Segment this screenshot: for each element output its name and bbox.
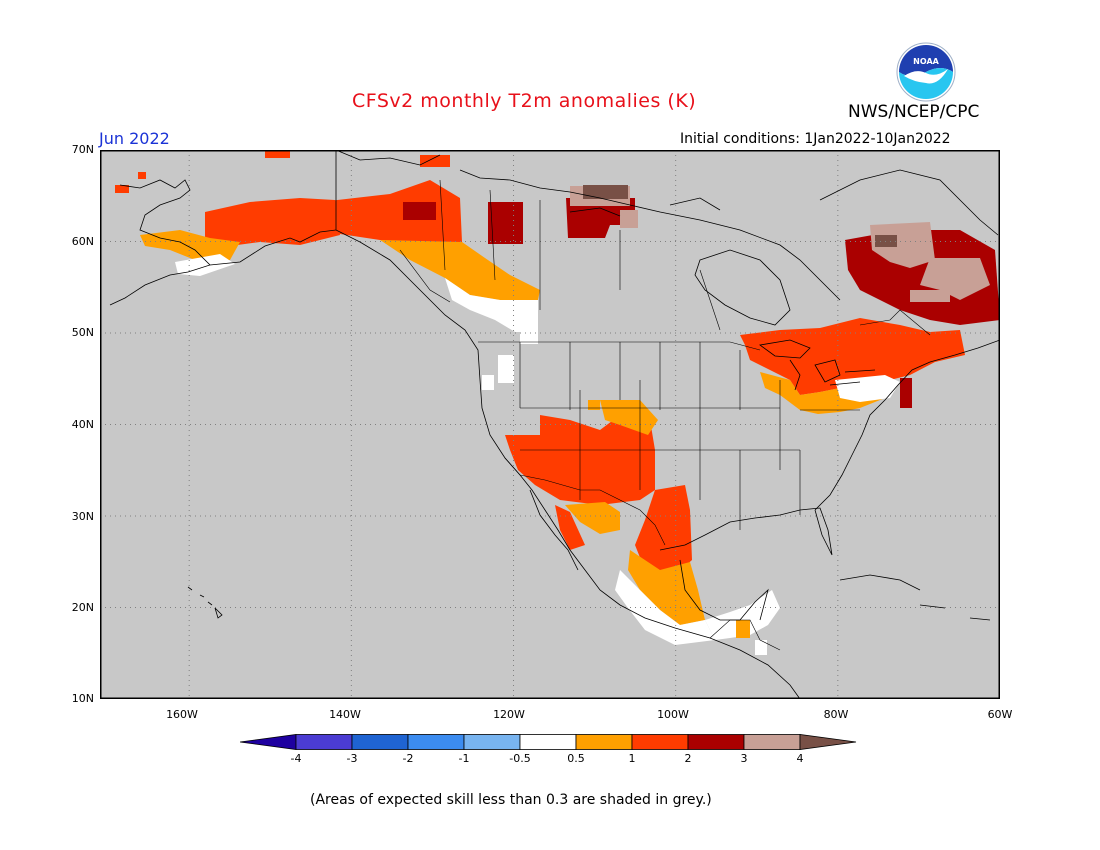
lat-label-40n: 40N xyxy=(71,418,94,431)
lat-label-50n: 50N xyxy=(71,326,94,339)
colorbar-tick-label: 0.5 xyxy=(567,752,585,765)
organization-label: NWS/NCEP/CPC xyxy=(848,102,980,122)
initial-conditions: Initial conditions: 1Jan2022-10Jan2022 xyxy=(680,131,951,147)
lat-label-10n: 10N xyxy=(71,692,94,705)
region-central-america xyxy=(705,590,780,655)
colorbar-swatch xyxy=(575,734,633,750)
region-nunavut xyxy=(488,185,638,244)
colorbar-arrow-high xyxy=(799,734,857,750)
region-southwest xyxy=(505,400,715,645)
lat-label-30n: 30N xyxy=(71,510,94,523)
anomaly-shading xyxy=(115,150,1000,655)
colorbar-tick-label: 4 xyxy=(796,752,804,765)
colorbar-tick-label: -4 xyxy=(290,752,302,765)
colorbar-swatch xyxy=(463,734,521,750)
political-borders xyxy=(399,179,931,651)
colorbar-swatch xyxy=(295,734,353,750)
region-quebec xyxy=(845,222,1000,325)
colorbar-tick-label: 2 xyxy=(684,752,692,765)
colorbar-arrow-low xyxy=(240,734,297,750)
colorbar-swatch xyxy=(743,734,801,750)
region-great-lakes xyxy=(740,318,965,414)
colorbar-swatch xyxy=(519,734,577,750)
lat-label-60n: 60N xyxy=(71,235,94,248)
forecast-month: Jun 2022 xyxy=(99,129,170,148)
noaa-logo: NOAA xyxy=(896,42,956,102)
lon-label-160w: 160W xyxy=(166,708,198,721)
colorbar-tick-label: 3 xyxy=(740,752,748,765)
lon-label-60w: 60W xyxy=(987,708,1013,721)
colorbar-tick-label: 1 xyxy=(628,752,636,765)
region-yukon-bc xyxy=(320,155,540,390)
anomaly-map xyxy=(100,150,1000,699)
footnote: (Areas of expected skill less than 0.3 a… xyxy=(310,792,712,808)
lon-label-140w: 140W xyxy=(329,708,361,721)
noaa-logo-text: NOAA xyxy=(913,57,939,66)
colorbar-tick-label: -1 xyxy=(458,752,470,765)
colorbar-swatch xyxy=(407,734,465,750)
map-frame xyxy=(100,150,1000,699)
chart-title: CFSv2 monthly T2m anomalies (K) xyxy=(352,90,697,112)
lat-lon-grid xyxy=(100,150,1000,699)
colorbar-tick-label: -0.5 xyxy=(509,752,531,765)
lat-label-20n: 20N xyxy=(71,601,94,614)
colorbar-swatch xyxy=(687,734,745,750)
colorbar-tick-label: -3 xyxy=(346,752,358,765)
colorbar-swatch xyxy=(351,734,409,750)
colorbar xyxy=(240,734,857,750)
lon-label-80w: 80W xyxy=(823,708,849,721)
lon-label-120w: 120W xyxy=(493,708,525,721)
colorbar-tick-label: -2 xyxy=(402,752,414,765)
lat-label-70n: 70N xyxy=(71,143,94,156)
colorbar-swatch xyxy=(631,734,689,750)
lon-label-100w: 100W xyxy=(657,708,689,721)
region-alaska xyxy=(115,150,340,276)
